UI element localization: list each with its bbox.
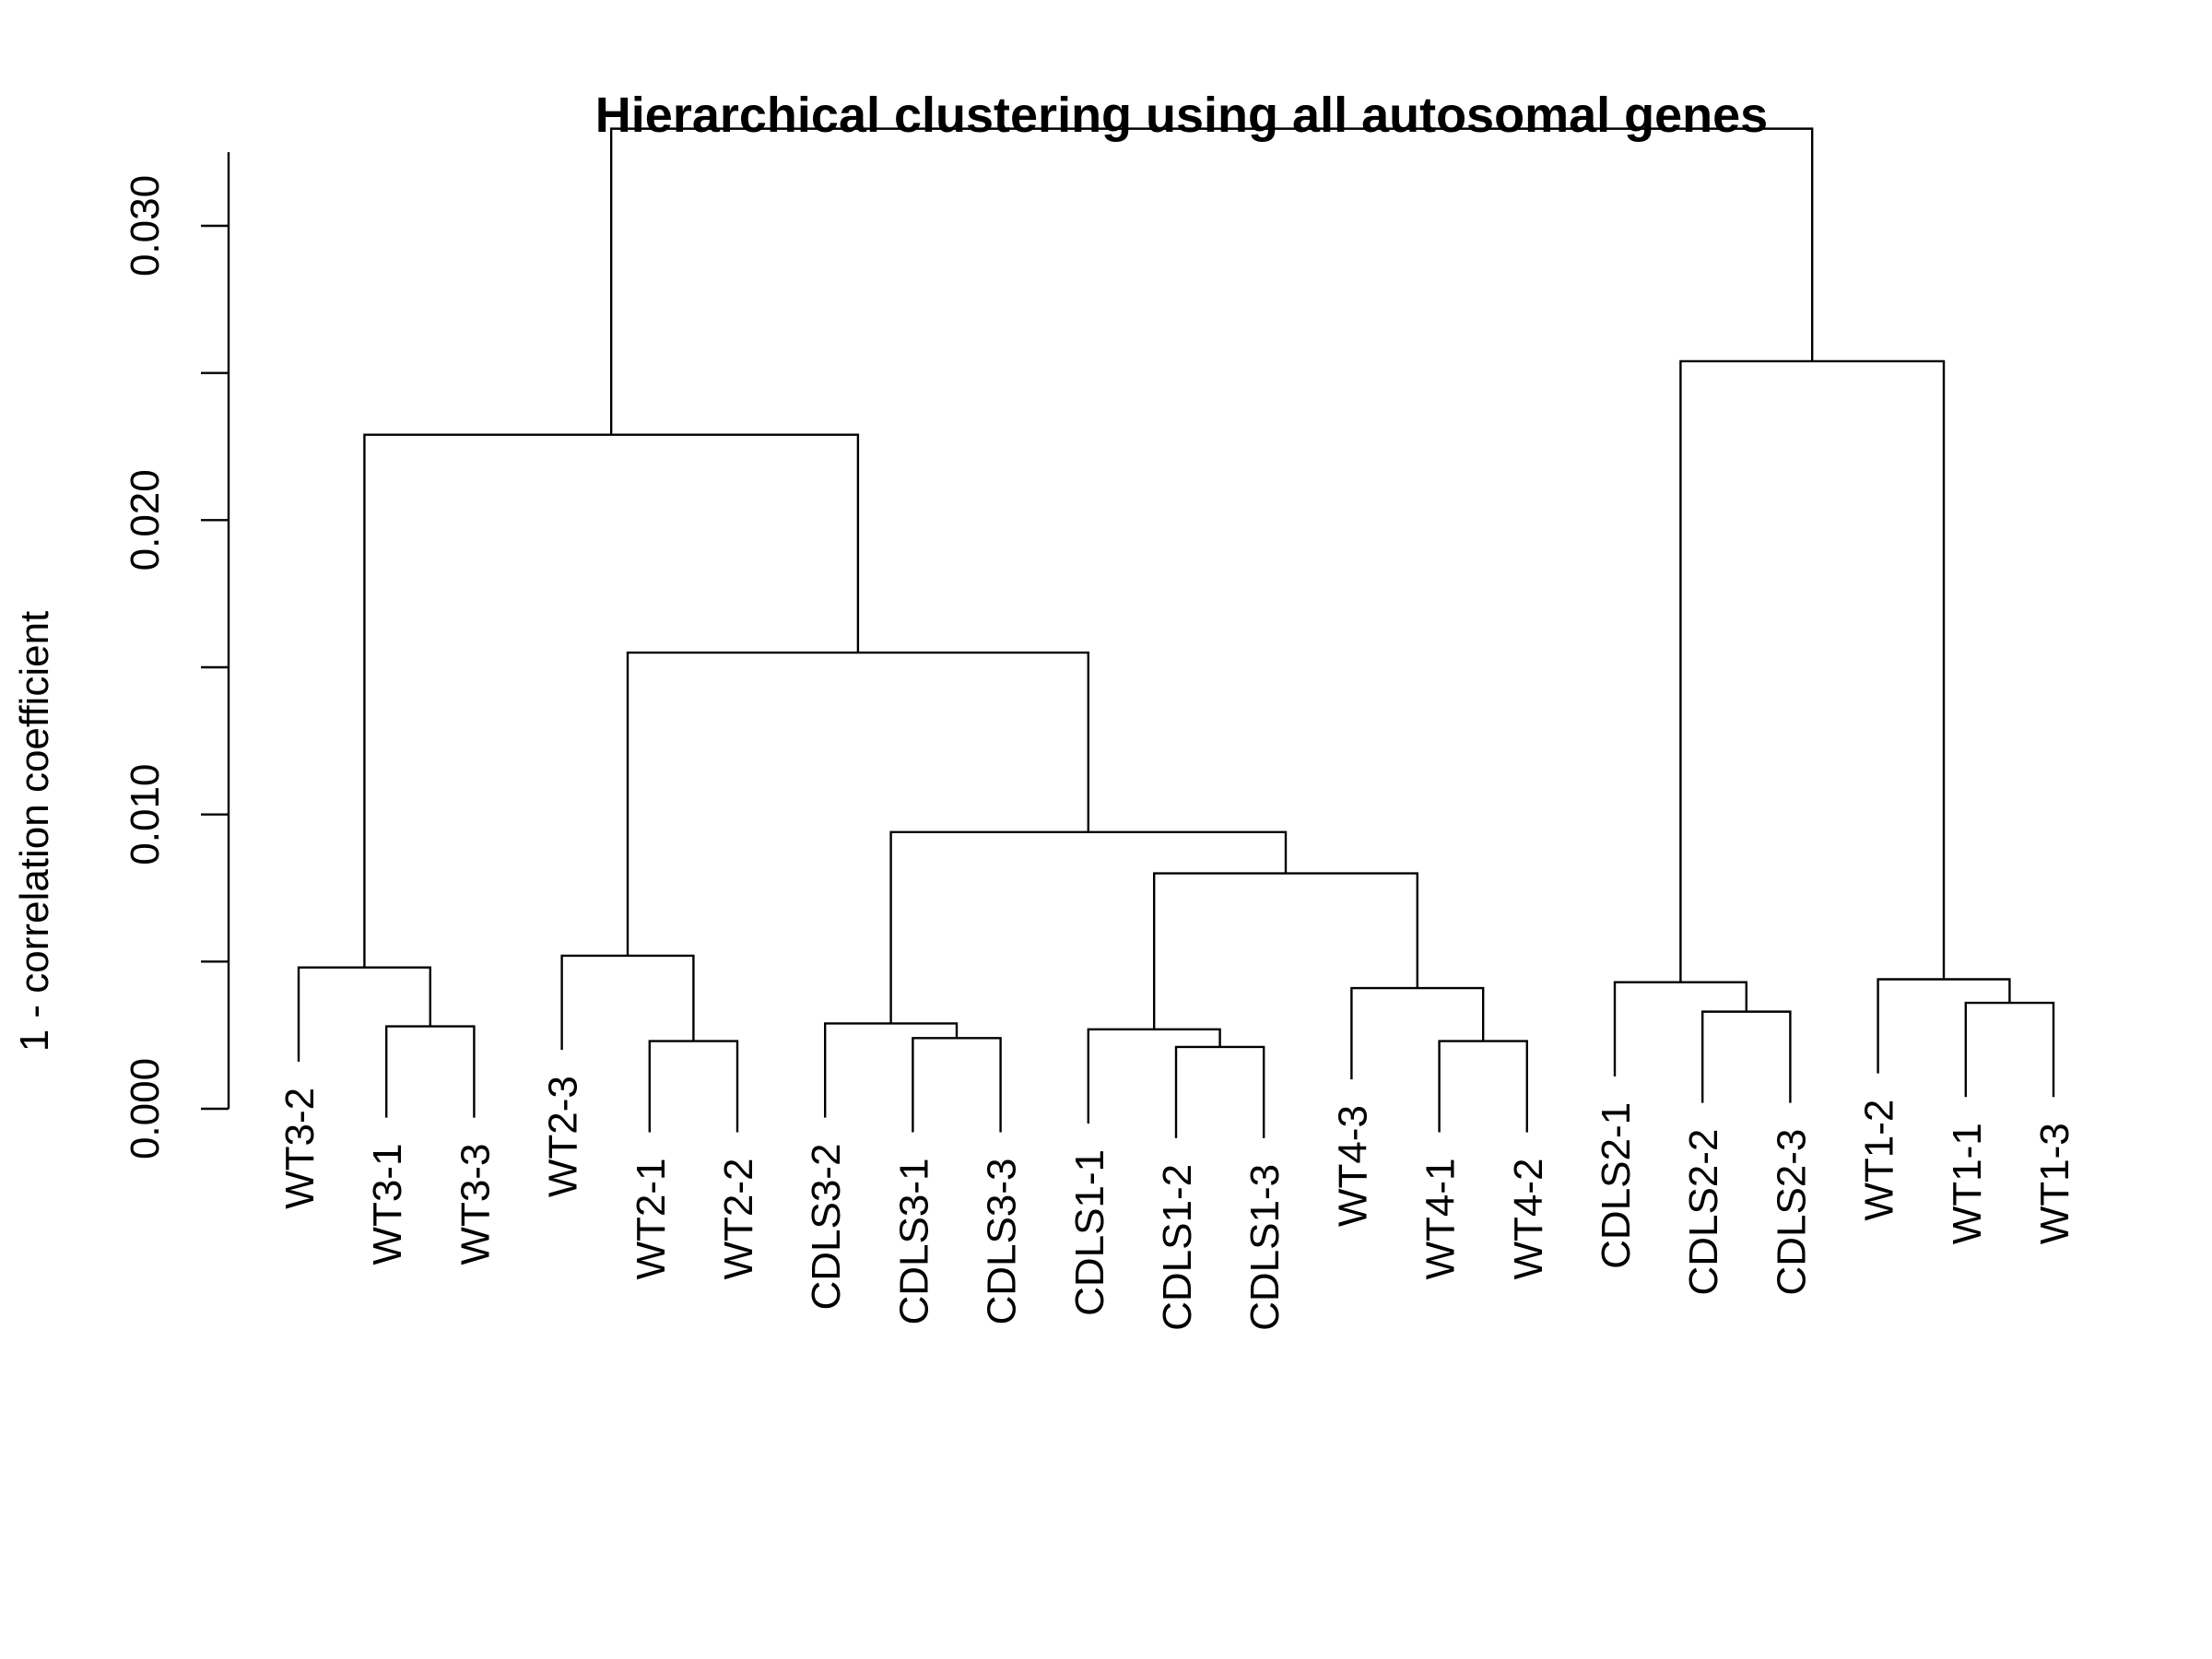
y-tick-label: 0.010 [123, 764, 168, 865]
leaf-label: WT3-1 [365, 1144, 410, 1265]
y-tick-label: 0.000 [123, 1058, 168, 1159]
merge-link [626, 651, 1089, 956]
leaf-label: CDLS1-1 [1067, 1149, 1112, 1316]
leaf-label: CDLS2-1 [1594, 1102, 1639, 1269]
leaf-label: WT1-2 [1857, 1100, 1902, 1221]
leaf-label: WT3-2 [277, 1088, 323, 1209]
merge-link [560, 954, 695, 1051]
merge-link [1174, 1045, 1265, 1138]
merge-link [363, 433, 860, 968]
merge-link [889, 830, 1288, 1024]
merge-link [1087, 1028, 1221, 1124]
leaf-label: CDLS3-2 [804, 1144, 849, 1311]
leaf-label: WT1-3 [2032, 1123, 2077, 1244]
leaf-labels: WT3-2 WT3-1 WT3-3 WT2-3 WT2-1 WT2-2 CDLS3-2 CDL… [277, 1076, 2077, 1331]
leaf-label: WT4-1 [1418, 1159, 1464, 1280]
leaf-label: CDLS1-3 [1242, 1164, 1288, 1331]
leaf-label: WT2-2 [716, 1159, 761, 1280]
merge-link [1350, 986, 1485, 1080]
merge-link [1877, 978, 2011, 1074]
leaf-label: WT2-3 [541, 1076, 586, 1197]
y-tick-label: 0.030 [123, 175, 168, 276]
leaf-label: CDLS3-3 [980, 1159, 1025, 1325]
dendrogram-tree [297, 127, 2055, 1138]
merge-link [1679, 359, 1946, 982]
leaf-label: CDLS2-2 [1681, 1129, 1726, 1296]
merge-link [648, 1040, 739, 1133]
merge-link [1613, 981, 1747, 1077]
y-tick-label: 0.020 [123, 469, 168, 571]
merge-link [609, 127, 1814, 435]
merge-link [385, 1025, 476, 1118]
leaf-label: CDLS2-3 [1769, 1129, 1814, 1296]
leaf-label: CDLS3-1 [891, 1159, 936, 1325]
merge-link [1964, 1001, 2055, 1098]
merge-link [1438, 1040, 1528, 1133]
leaf-label: CDLS1-2 [1155, 1164, 1200, 1331]
y-axis: 0.000 0.010 0.020 0.030 [123, 152, 230, 1159]
leaf-label: WT4-2 [1506, 1159, 1551, 1280]
leaf-label: WT2-1 [629, 1159, 674, 1280]
merge-link [912, 1037, 1002, 1133]
y-axis-label: 1 - correlation coefficient [12, 611, 57, 1053]
chart-title: Hierarchical clustering using all autoso… [595, 88, 1768, 143]
merge-link [297, 966, 431, 1062]
merge-link [1153, 872, 1418, 1030]
leaf-label: WT4-3 [1330, 1105, 1375, 1227]
leaf-label: WT1-1 [1945, 1123, 1990, 1244]
leaf-label: WT3-3 [453, 1144, 498, 1265]
merge-link [1701, 1010, 1792, 1103]
